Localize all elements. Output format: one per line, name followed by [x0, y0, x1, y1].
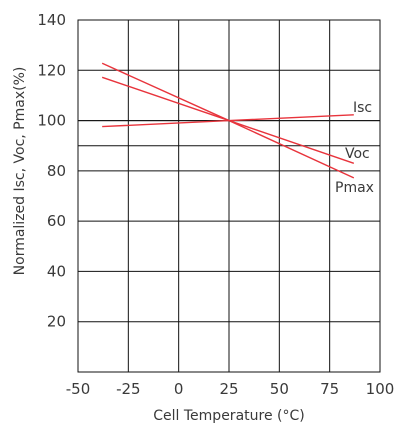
x-tick-label: 25 [219, 380, 238, 398]
plot-frame [77, 19, 381, 373]
y-axis-label: Normalized Isc, Voc, Pmax(%) [12, 67, 28, 276]
series-group: Isc Voc Pmax [101, 62, 374, 196]
y-tick-label: 140 [37, 11, 66, 29]
y-tick-label: 20 [47, 313, 66, 331]
y-tick-label: 40 [47, 262, 66, 280]
x-tick-label: 0 [174, 380, 184, 398]
tick-labels: -50 -25 0 25 50 75 100 20 40 60 80 100 120 140 [37, 11, 394, 398]
x-tick-label: 75 [320, 380, 339, 398]
x-tick-label: -50 [66, 380, 91, 398]
y-tick-label: 120 [37, 61, 66, 79]
y-tick-label: 80 [47, 162, 66, 180]
x-tick-label: 100 [366, 380, 395, 398]
series-label-isc: Isc [353, 100, 372, 116]
x-axis-label: Cell Temperature (°C) [153, 408, 304, 424]
x-tick-label: -25 [116, 380, 141, 398]
series-label-pmax: Pmax [335, 180, 374, 196]
x-tick-label: 50 [270, 380, 289, 398]
y-tick-label: 60 [47, 212, 66, 230]
series-label-voc: Voc [345, 146, 370, 162]
grid [77, 19, 381, 373]
series-line-pmax [101, 62, 355, 179]
y-tick-label: 100 [37, 112, 66, 130]
